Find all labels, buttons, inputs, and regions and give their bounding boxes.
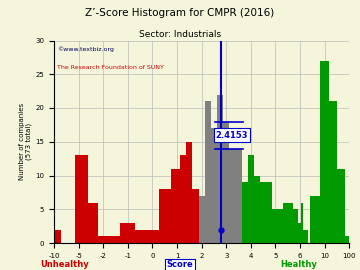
Bar: [303, 230, 308, 243]
Bar: [192, 189, 198, 243]
Bar: [229, 148, 235, 243]
Bar: [205, 101, 211, 243]
Bar: [288, 202, 293, 243]
Bar: [293, 209, 298, 243]
Text: Z’-Score Histogram for CMPR (2016): Z’-Score Histogram for CMPR (2016): [85, 8, 275, 18]
Bar: [320, 61, 329, 243]
Bar: [310, 196, 320, 243]
Text: Unhealthy: Unhealthy: [40, 260, 89, 269]
Bar: [254, 176, 260, 243]
Text: 2.4153: 2.4153: [216, 130, 248, 140]
Bar: [98, 236, 120, 243]
Bar: [301, 202, 303, 243]
Bar: [120, 223, 135, 243]
Bar: [54, 230, 61, 243]
Bar: [135, 230, 149, 243]
Bar: [180, 155, 186, 243]
Bar: [272, 209, 278, 243]
Bar: [186, 142, 192, 243]
Bar: [248, 155, 254, 243]
Bar: [89, 202, 98, 243]
Text: Score: Score: [167, 260, 193, 269]
Bar: [329, 101, 337, 243]
Bar: [217, 94, 223, 243]
Text: Sector: Industrials: Sector: Industrials: [139, 30, 221, 39]
Bar: [260, 182, 266, 243]
Bar: [235, 148, 242, 243]
Bar: [278, 209, 283, 243]
Bar: [158, 189, 171, 243]
Y-axis label: Number of companies
(573 total): Number of companies (573 total): [19, 103, 32, 180]
Bar: [75, 155, 89, 243]
Text: ©www.textbiz.org: ©www.textbiz.org: [57, 46, 114, 52]
Bar: [149, 230, 158, 243]
Text: The Research Foundation of SUNY: The Research Foundation of SUNY: [57, 65, 164, 70]
Text: Healthy: Healthy: [280, 260, 317, 269]
Bar: [345, 236, 349, 243]
Bar: [171, 169, 180, 243]
Bar: [283, 202, 288, 243]
Bar: [337, 169, 345, 243]
Bar: [242, 182, 248, 243]
Bar: [198, 196, 205, 243]
Bar: [298, 223, 301, 243]
Bar: [211, 128, 217, 243]
Bar: [223, 122, 229, 243]
Bar: [266, 182, 272, 243]
